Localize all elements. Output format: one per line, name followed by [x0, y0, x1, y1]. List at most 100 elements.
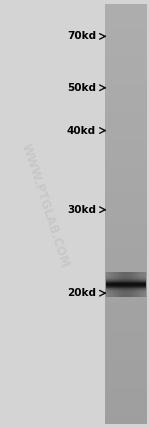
Bar: [105, 181, 147, 183]
Bar: [105, 323, 147, 326]
Bar: [105, 175, 147, 178]
Bar: [105, 21, 147, 24]
Bar: [105, 292, 147, 295]
Bar: [105, 287, 147, 289]
Text: 70kd: 70kd: [67, 31, 96, 42]
Bar: [105, 97, 147, 99]
Bar: [105, 91, 147, 94]
Bar: [130, 272, 131, 297]
Bar: [105, 63, 147, 66]
Bar: [105, 163, 147, 166]
Bar: [105, 30, 147, 32]
Bar: [124, 272, 125, 297]
Bar: [105, 253, 147, 256]
Bar: [106, 276, 146, 277]
Bar: [105, 46, 147, 49]
Bar: [105, 158, 147, 161]
Bar: [105, 99, 147, 102]
Bar: [105, 74, 147, 77]
Bar: [105, 41, 147, 43]
Bar: [105, 55, 147, 57]
Bar: [118, 272, 119, 297]
Bar: [105, 265, 147, 267]
Bar: [105, 113, 147, 116]
Bar: [105, 278, 147, 281]
Bar: [105, 183, 147, 186]
Bar: [105, 281, 147, 284]
Bar: [105, 329, 147, 331]
Bar: [105, 7, 147, 10]
Bar: [145, 272, 146, 297]
Bar: [106, 287, 146, 288]
Bar: [117, 272, 118, 297]
Bar: [118, 272, 119, 297]
Bar: [141, 272, 142, 297]
Bar: [106, 291, 146, 292]
Bar: [105, 133, 147, 136]
Bar: [106, 273, 146, 274]
Bar: [105, 410, 147, 413]
Bar: [105, 276, 147, 278]
Bar: [105, 186, 147, 189]
Bar: [132, 272, 133, 297]
Bar: [105, 247, 147, 250]
Bar: [105, 127, 147, 130]
Bar: [105, 242, 147, 245]
Bar: [128, 272, 129, 297]
Bar: [105, 147, 147, 150]
Bar: [105, 343, 147, 345]
Bar: [105, 303, 147, 306]
Bar: [105, 125, 147, 127]
Bar: [105, 52, 147, 55]
Bar: [110, 272, 111, 297]
Bar: [106, 277, 146, 278]
Bar: [125, 272, 126, 297]
Bar: [105, 345, 147, 348]
Bar: [105, 102, 147, 105]
Bar: [106, 278, 146, 279]
Bar: [143, 272, 144, 297]
Bar: [106, 285, 146, 286]
Bar: [105, 236, 147, 239]
Bar: [105, 108, 147, 110]
Bar: [105, 38, 147, 41]
Bar: [105, 27, 147, 30]
Bar: [105, 267, 147, 270]
Bar: [105, 401, 147, 404]
Bar: [105, 231, 147, 234]
Bar: [105, 200, 147, 203]
Bar: [105, 357, 147, 360]
Bar: [105, 404, 147, 407]
Bar: [105, 385, 147, 387]
Text: 40kd: 40kd: [67, 125, 96, 136]
Bar: [105, 390, 147, 393]
Bar: [105, 205, 147, 208]
Bar: [105, 340, 147, 343]
Bar: [142, 272, 143, 297]
Bar: [105, 83, 147, 85]
Bar: [105, 32, 147, 35]
Bar: [138, 272, 139, 297]
Bar: [105, 94, 147, 97]
Bar: [105, 68, 147, 71]
Bar: [106, 283, 146, 284]
Bar: [105, 214, 147, 217]
Bar: [105, 306, 147, 309]
Bar: [105, 220, 147, 223]
Bar: [131, 272, 132, 297]
Bar: [105, 4, 147, 7]
Bar: [105, 262, 147, 265]
Bar: [108, 272, 109, 297]
Bar: [105, 66, 147, 68]
Bar: [105, 208, 147, 211]
Bar: [105, 217, 147, 220]
Bar: [105, 421, 147, 424]
Bar: [105, 189, 147, 192]
Bar: [105, 312, 147, 315]
Bar: [109, 272, 110, 297]
Bar: [106, 294, 146, 295]
Bar: [105, 362, 147, 365]
Bar: [105, 398, 147, 401]
Bar: [106, 284, 146, 285]
Bar: [105, 105, 147, 108]
